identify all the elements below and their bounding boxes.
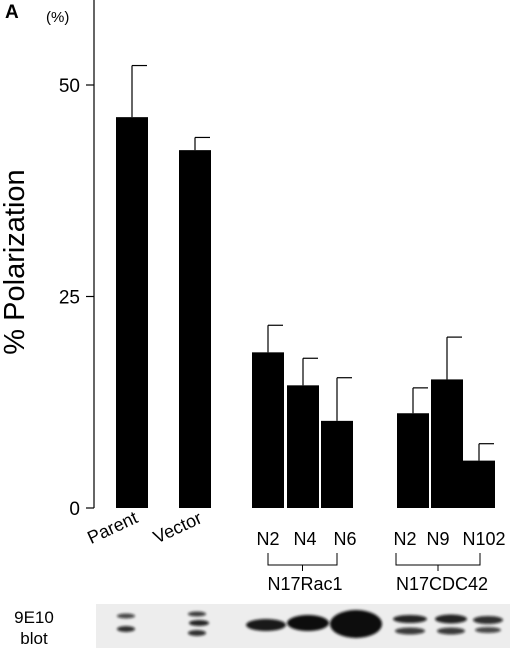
bar	[463, 460, 495, 508]
y-axis-title: % Polarization	[0, 169, 31, 354]
western-blot-image	[96, 604, 510, 648]
x-tick-label: N2	[256, 529, 279, 549]
panel-label: A	[5, 2, 19, 23]
x-tick-label: N9	[426, 529, 449, 549]
bar-chart: 0 25 50 (%) % Polarization Parent Vector N2 N4 N6…	[0, 0, 506, 594]
x-tick-label: Vector	[150, 508, 205, 548]
x-tick-label: N2	[393, 529, 416, 549]
y-tick-label: 50	[59, 76, 80, 97]
bar	[321, 420, 353, 508]
bar	[252, 352, 284, 508]
group-bracket	[395, 553, 481, 571]
group-label: N17CDC42	[396, 574, 488, 594]
x-tick-label: N102	[462, 529, 505, 549]
y-tick-label: 25	[59, 288, 80, 309]
bar	[179, 150, 211, 508]
x-tick-label: Parent	[84, 507, 141, 548]
y-unit-label: (%)	[46, 9, 69, 26]
blot-label-line2: blot	[20, 629, 48, 648]
blot-label-line1: 9E10	[14, 608, 54, 627]
bar	[287, 385, 319, 508]
group-label: N17Rac1	[267, 574, 342, 594]
bar	[397, 413, 429, 508]
x-tick-label: N4	[293, 529, 316, 549]
bar	[116, 117, 148, 508]
x-tick-label: N6	[333, 529, 356, 549]
bar	[431, 379, 463, 508]
y-tick-label: 0	[69, 499, 80, 520]
group-bracket	[267, 553, 338, 571]
